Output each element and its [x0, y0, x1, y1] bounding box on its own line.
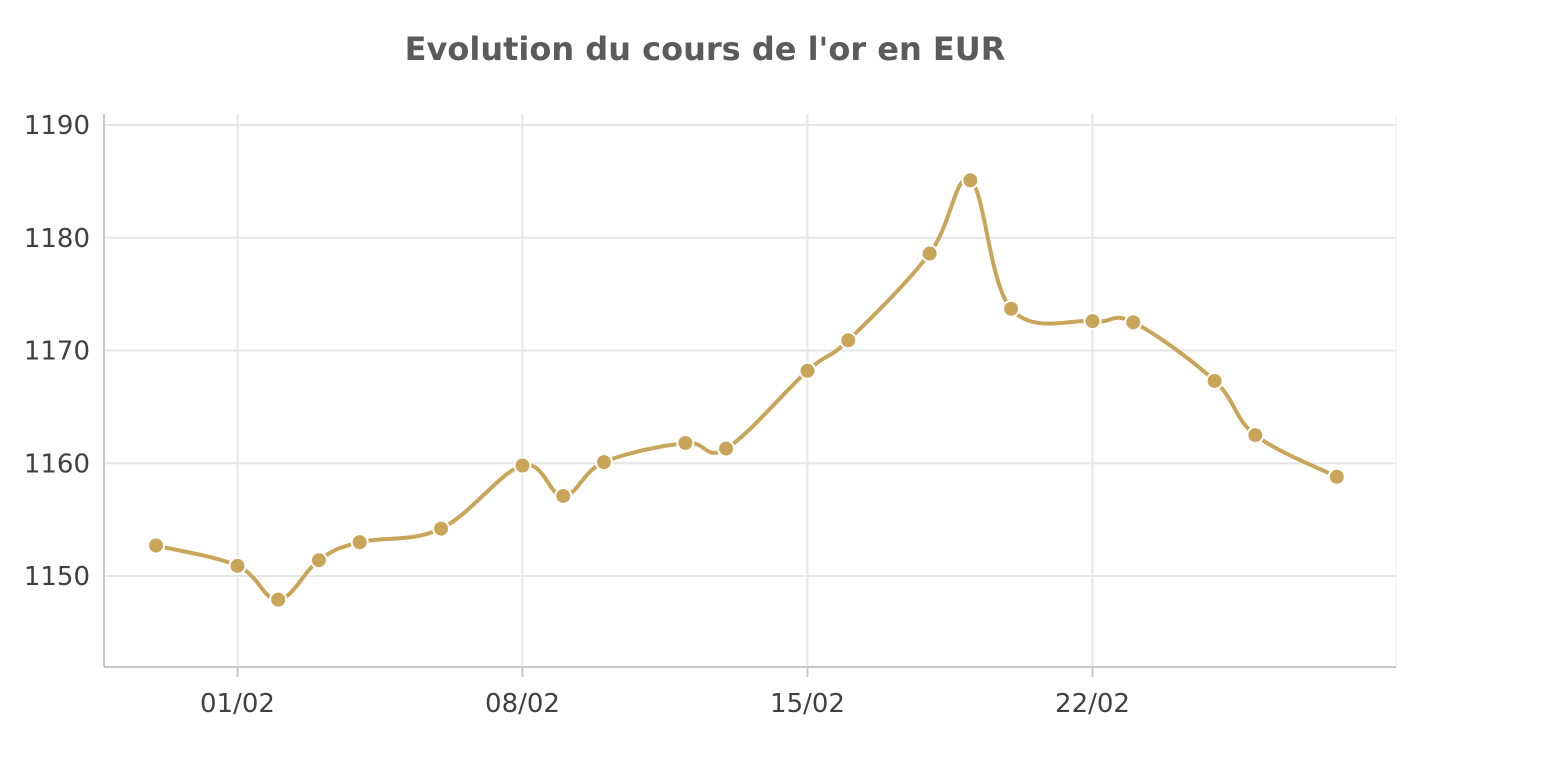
data-point[interactable]: [594, 453, 613, 472]
data-point[interactable]: [1205, 371, 1224, 390]
data-point[interactable]: [839, 331, 858, 350]
data-point[interactable]: [432, 519, 451, 538]
data-point[interactable]: [269, 590, 288, 609]
y-tick-label: 1170: [24, 337, 90, 367]
data-point[interactable]: [554, 486, 573, 505]
data-point[interactable]: [350, 533, 369, 552]
data-point[interactable]: [1124, 313, 1143, 332]
data-point[interactable]: [1002, 299, 1021, 318]
chart-title: Evolution du cours de l'or en EUR: [404, 30, 1006, 68]
data-point[interactable]: [920, 244, 939, 263]
y-tick-label: 1190: [24, 111, 90, 141]
x-tick-labels: 01/02 08/02 15/02 22/02: [200, 689, 1130, 719]
data-point[interactable]: [1083, 312, 1102, 331]
data-point[interactable]: [309, 551, 328, 570]
data-point[interactable]: [717, 439, 736, 458]
axis-layer: [103, 114, 1396, 677]
data-point[interactable]: [676, 433, 695, 452]
x-tick-label: 22/02: [1055, 689, 1130, 719]
data-points-layer: [147, 171, 1346, 609]
series-line: [154, 177, 1339, 602]
series-line-layer: [154, 177, 1339, 602]
data-point[interactable]: [798, 361, 817, 380]
data-point[interactable]: [228, 556, 247, 575]
y-tick-label: 1150: [24, 562, 90, 592]
x-tick-label: 01/02: [200, 689, 275, 719]
y-tick-labels: 1150 1160 1170 1180 1190: [24, 111, 90, 592]
data-point[interactable]: [513, 456, 532, 475]
y-tick-label: 1180: [24, 224, 90, 254]
data-point[interactable]: [147, 536, 166, 555]
data-point[interactable]: [1246, 426, 1265, 445]
x-tick-label: 15/02: [770, 689, 845, 719]
data-point[interactable]: [961, 171, 980, 190]
grid-layer: [104, 114, 1397, 667]
data-point[interactable]: [1327, 467, 1346, 486]
x-tick-label: 08/02: [485, 689, 560, 719]
y-tick-label: 1160: [24, 449, 90, 479]
